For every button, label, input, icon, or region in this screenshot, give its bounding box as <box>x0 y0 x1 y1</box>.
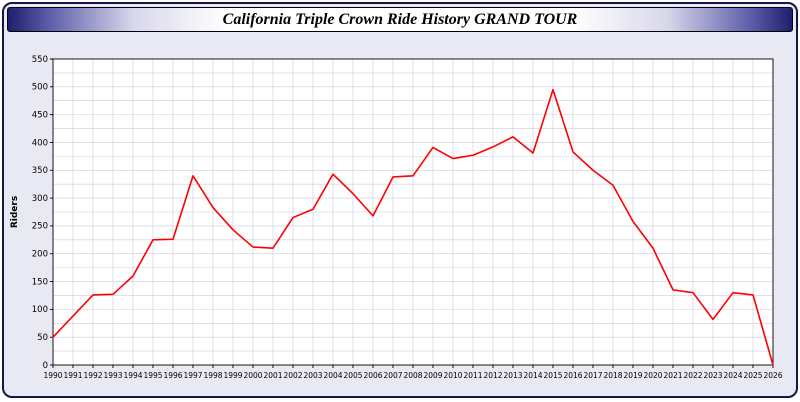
svg-text:2011: 2011 <box>463 371 482 380</box>
svg-text:200: 200 <box>32 250 48 260</box>
svg-text:50: 50 <box>37 333 48 343</box>
svg-text:100: 100 <box>32 305 48 315</box>
svg-text:550: 550 <box>32 55 48 65</box>
svg-text:300: 300 <box>32 194 48 204</box>
svg-text:2024: 2024 <box>723 371 742 380</box>
svg-text:2021: 2021 <box>663 371 682 380</box>
svg-text:1991: 1991 <box>63 371 82 380</box>
svg-text:2019: 2019 <box>623 371 642 380</box>
svg-text:1994: 1994 <box>123 371 142 380</box>
svg-text:2006: 2006 <box>363 371 382 380</box>
chart-region: 0 50 100 150 200 250 300 350 400 450 500 550 1990 199… <box>4 32 796 393</box>
svg-text:1999: 1999 <box>223 371 242 380</box>
svg-text:1995: 1995 <box>143 371 162 380</box>
chart-title: California Triple Crown Ride History GRA… <box>222 10 578 28</box>
svg-text:2015: 2015 <box>543 371 562 380</box>
svg-text:2013: 2013 <box>503 371 522 380</box>
svg-text:1990: 1990 <box>43 371 62 380</box>
svg-text:2014: 2014 <box>523 371 542 380</box>
svg-text:350: 350 <box>32 166 48 176</box>
svg-text:2007: 2007 <box>383 371 402 380</box>
svg-text:2026: 2026 <box>763 371 782 380</box>
svg-text:2009: 2009 <box>423 371 442 380</box>
svg-text:500: 500 <box>32 83 48 93</box>
svg-text:2020: 2020 <box>643 371 662 380</box>
svg-text:450: 450 <box>32 110 48 120</box>
svg-text:1993: 1993 <box>103 371 122 380</box>
svg-text:150: 150 <box>32 277 48 287</box>
svg-text:1997: 1997 <box>183 371 202 380</box>
svg-text:2018: 2018 <box>603 371 622 380</box>
svg-text:Riders: Riders <box>10 196 20 228</box>
svg-text:2000: 2000 <box>243 371 262 380</box>
svg-text:2023: 2023 <box>703 371 722 380</box>
svg-text:2016: 2016 <box>563 371 582 380</box>
svg-text:2017: 2017 <box>583 371 602 380</box>
svg-text:1996: 1996 <box>163 371 182 380</box>
svg-text:1992: 1992 <box>83 371 102 380</box>
svg-text:250: 250 <box>32 222 48 232</box>
svg-text:2001: 2001 <box>263 371 282 380</box>
svg-text:2012: 2012 <box>483 371 502 380</box>
svg-text:2002: 2002 <box>283 371 302 380</box>
svg-text:1998: 1998 <box>203 371 222 380</box>
chart-title-bar: California Triple Crown Ride History GRA… <box>7 7 793 32</box>
svg-text:2005: 2005 <box>343 371 362 380</box>
svg-text:2004: 2004 <box>323 371 342 380</box>
svg-text:2008: 2008 <box>403 371 422 380</box>
svg-text:2010: 2010 <box>443 371 462 380</box>
svg-text:2022: 2022 <box>683 371 702 380</box>
svg-text:2025: 2025 <box>743 371 762 380</box>
svg-text:2003: 2003 <box>303 371 322 380</box>
svg-text:400: 400 <box>32 138 48 148</box>
svg-text:0: 0 <box>43 361 48 371</box>
